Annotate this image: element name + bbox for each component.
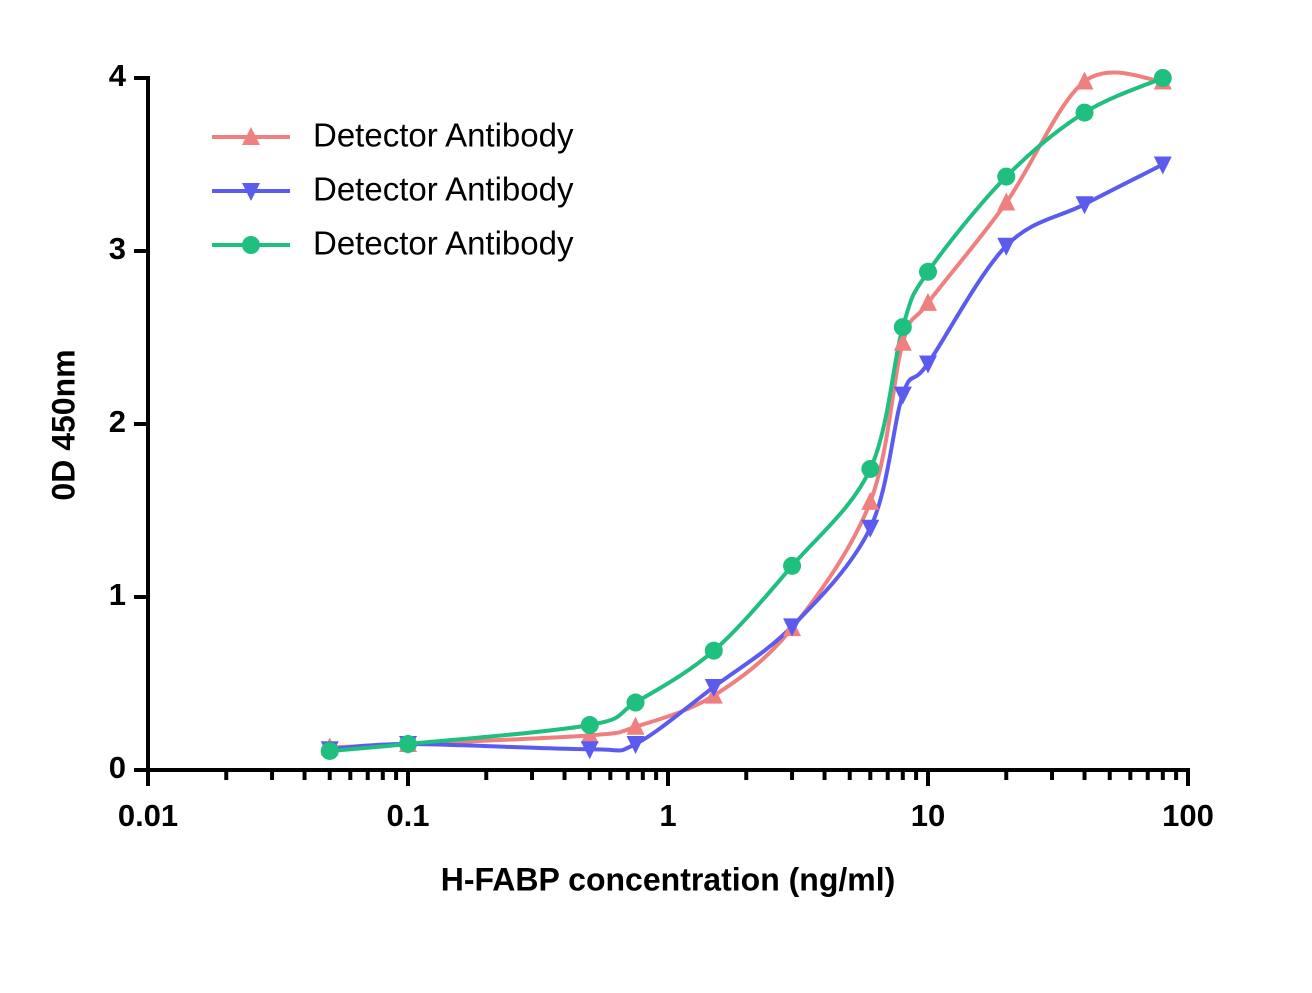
legend-label: Detector Antibody [313,225,574,262]
x-tick-label: 100 [1162,798,1214,833]
legend-marker [242,127,260,145]
y-tick-label: 1 [109,577,126,612]
data-point [893,318,912,337]
fit-line [329,70,1163,750]
x-tick-label: 1 [659,798,676,833]
data-point [626,716,645,735]
x-tick-label: 10 [911,798,945,833]
data-point [783,618,802,637]
data-point [861,519,880,538]
data-point [1075,196,1094,215]
data-point [997,192,1016,211]
data-point [997,167,1016,186]
data-point [626,736,645,755]
data-point [919,355,937,374]
data-point [704,678,723,697]
y-tick-label: 4 [109,58,127,93]
data-point [861,459,880,478]
data-point [580,741,599,760]
data-point [1075,103,1094,122]
data-point [1153,156,1172,175]
data-point [1153,69,1172,87]
data-point [997,237,1016,256]
data-point [861,491,880,510]
data-point [580,716,599,735]
data-point [783,556,802,575]
y-tick-label: 2 [109,404,126,439]
legend-marker [242,236,260,254]
legend-label: Detector Antibody [313,117,574,154]
data-point [893,386,912,405]
data-point [893,332,912,351]
y-tick-label: 0 [109,750,126,785]
y-axis-title: 0D 450nm [45,349,81,500]
legend-label: Detector Antibody [313,171,574,208]
data-point [919,262,937,281]
data-point [1075,71,1094,90]
x-tick-label: 0.01 [118,798,178,833]
legend-marker [242,183,260,201]
data-point [580,725,599,744]
x-tick-label: 0.1 [386,798,429,833]
data-point [626,693,645,712]
data-point [320,741,339,760]
data-point [399,735,417,754]
data-point [919,292,937,311]
data-point [704,641,723,660]
y-tick-label: 3 [109,231,126,266]
x-axis-title: H-FABP concentration (ng/ml) [441,861,896,897]
